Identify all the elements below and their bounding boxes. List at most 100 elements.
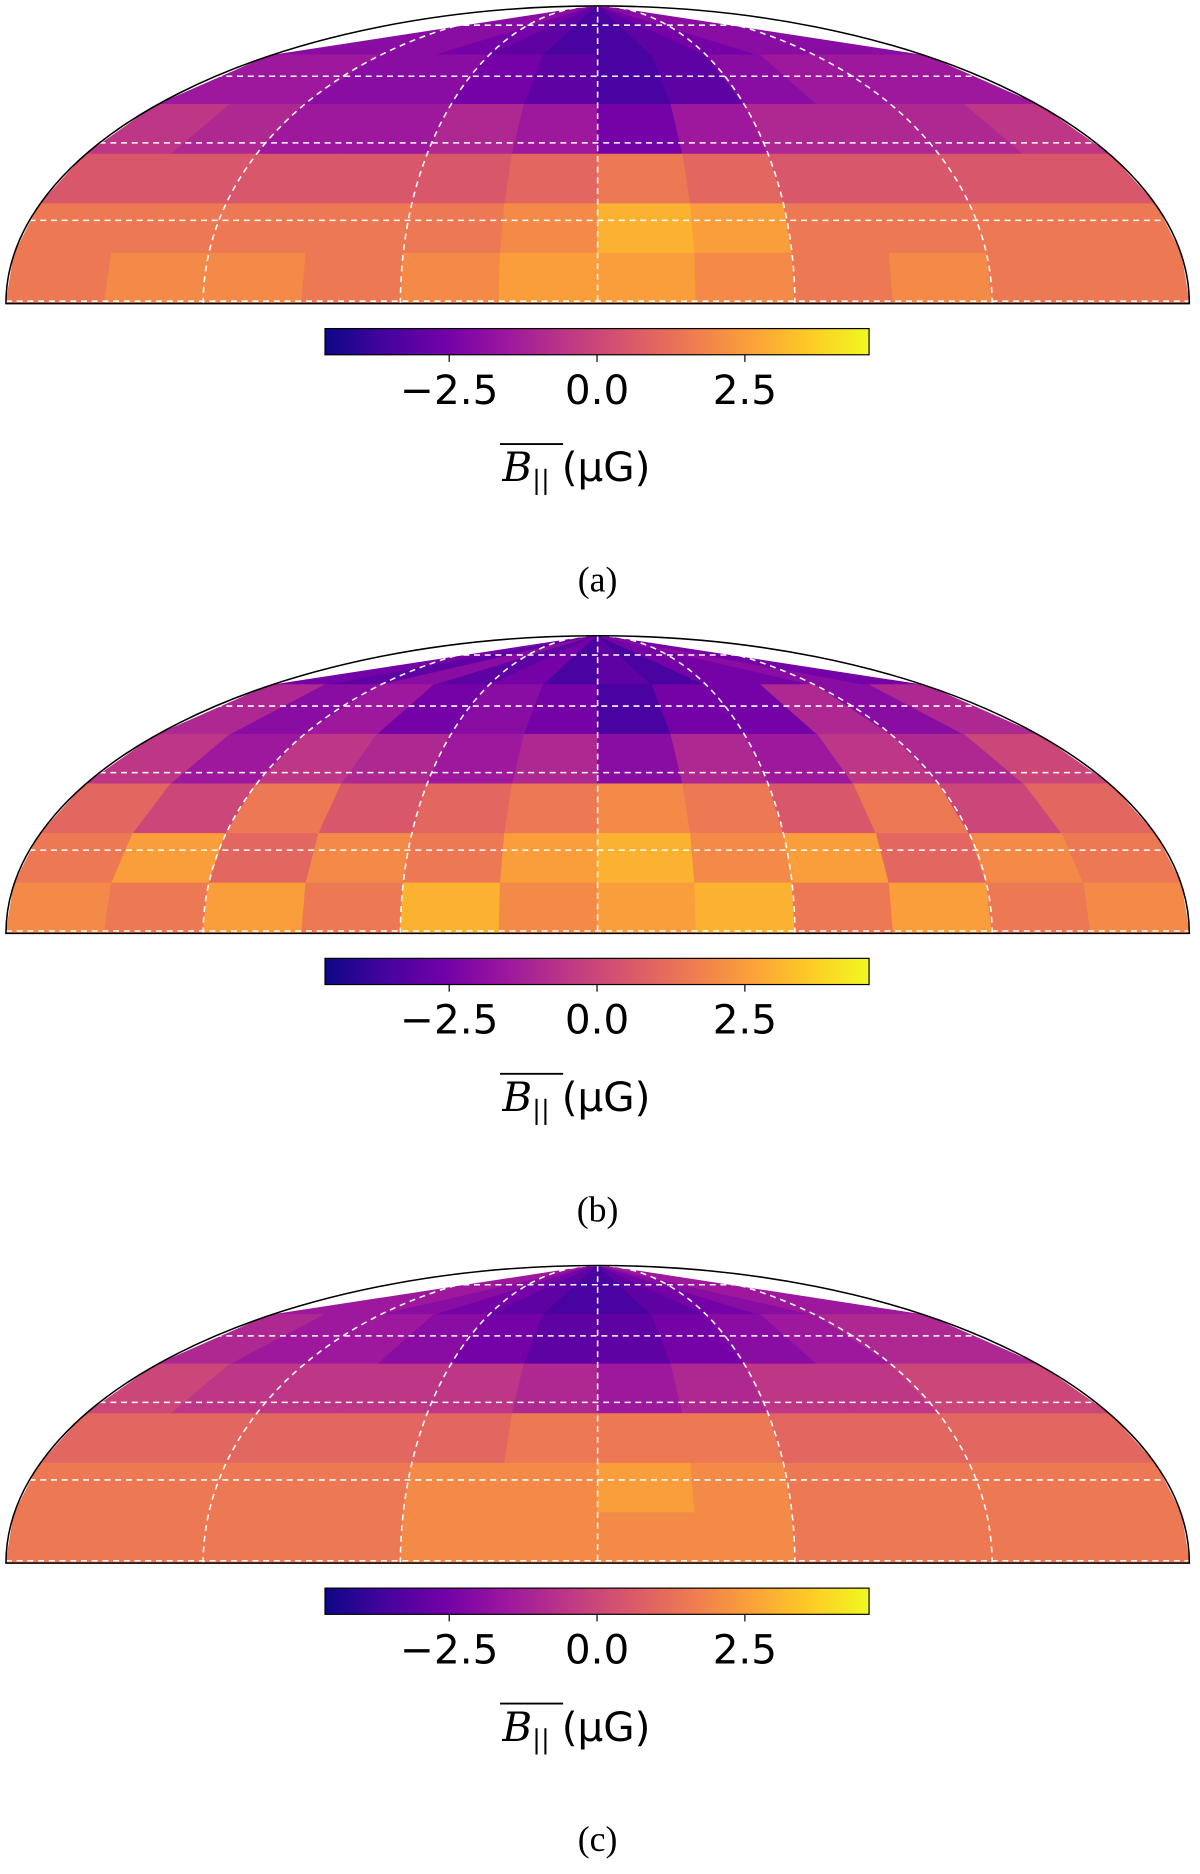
cell [411,153,513,205]
cell [783,203,890,255]
cell [682,153,785,205]
cell [888,882,993,934]
colorbar-tick-label: 2.5 [713,1625,777,1673]
panel: −2.5 0.0 2.5 B|| (μG) (c) [5,1264,1191,1859]
cell [986,1512,1092,1564]
colorbar-symbol: B [501,1702,532,1750]
lon-grid-line [597,5,993,304]
lon-grid-line [399,1265,598,1564]
cell [986,882,1092,934]
cell [5,882,112,934]
cell [208,203,320,255]
cell [597,252,697,304]
cell [791,1512,894,1564]
cell [597,1512,697,1564]
cell [597,1363,684,1415]
cell [597,783,692,835]
cell [597,733,684,786]
lon-grid-line [597,5,796,304]
cell [399,882,501,934]
colorbar-tick-label: −2.5 [400,996,498,1044]
cell [402,1462,506,1514]
map-outline [5,5,1191,305]
cell [498,1512,599,1564]
colorbar-unit: (μG) [562,1073,651,1121]
colorbar-tick-label: 2.5 [713,996,777,1044]
panel: −2.5 0.0 2.5 B|| (μG) (b) [5,634,1191,1229]
cell [305,203,413,255]
cell [511,733,599,786]
cell [690,833,793,885]
cell [305,1462,413,1514]
cell [402,203,506,255]
cell [597,153,692,205]
lon-grid-line [399,5,598,304]
colorbar-symbol: B [501,443,532,491]
cell [498,882,599,934]
panels: −2.5 0.0 2.5B|| (μG)(a)−2.5 0.0 2.5B|| (μG)(b)… [5,5,1191,1859]
colorbar-tick-label: −2.5 [400,366,498,414]
cell [1083,252,1190,304]
cell [783,833,890,885]
colorbar-label: B|| (μG) [501,1702,650,1755]
cell [305,833,413,885]
colorbar-tick-label: 0.0 [565,1625,629,1673]
lon-grid-line [597,635,993,934]
cell [399,252,501,304]
colorbar-subscript: || [532,1726,550,1756]
cell [1083,882,1190,934]
cell [103,882,210,934]
cell [5,252,112,304]
map-outline [5,634,1191,935]
cell [888,1512,993,1564]
colorbar-tick-label: 2.5 [713,366,777,414]
colorbar-symbol: B [501,1073,532,1121]
lon-grid-line [202,5,598,304]
cell [1061,833,1182,885]
panel-caption: (b) [577,1189,619,1229]
colorbar-unit: (μG) [562,443,651,491]
cell [597,1413,692,1465]
cell [597,882,697,934]
cell [202,1512,307,1564]
cell [402,833,506,885]
panel-caption: (c) [578,1819,618,1859]
cell [690,203,793,255]
colorbar-subscript: || [532,466,550,496]
cell [1061,203,1182,255]
cell [694,252,796,304]
cell [682,1413,785,1465]
cell [597,104,684,156]
cell [1083,1512,1190,1564]
lon-grid-line [597,1265,993,1564]
colorbar [324,957,870,986]
lon-grid-line [202,1265,598,1564]
colorbar-tick-label: 0.0 [565,366,629,414]
cell [202,882,307,934]
cell [301,1512,404,1564]
cell [504,783,599,835]
cell [511,1363,599,1415]
cell [597,203,696,255]
lon-grid-line [399,635,598,934]
lon-grid-line [202,635,598,934]
cell [986,252,1092,304]
colorbar [324,1587,870,1615]
panel-caption: (a) [578,560,618,600]
cell [301,252,404,304]
lon-grid-line [597,635,796,934]
cell [5,1512,112,1564]
cell [103,252,210,304]
cell [597,833,696,885]
cell [888,252,993,304]
cell [791,882,894,934]
cell [682,783,785,835]
colorbar-label: B|| (μG) [501,443,650,496]
cell [202,252,307,304]
cell [301,882,404,934]
cell [690,1462,793,1514]
cell [499,1462,599,1514]
cell [498,252,599,304]
cell [875,203,988,255]
